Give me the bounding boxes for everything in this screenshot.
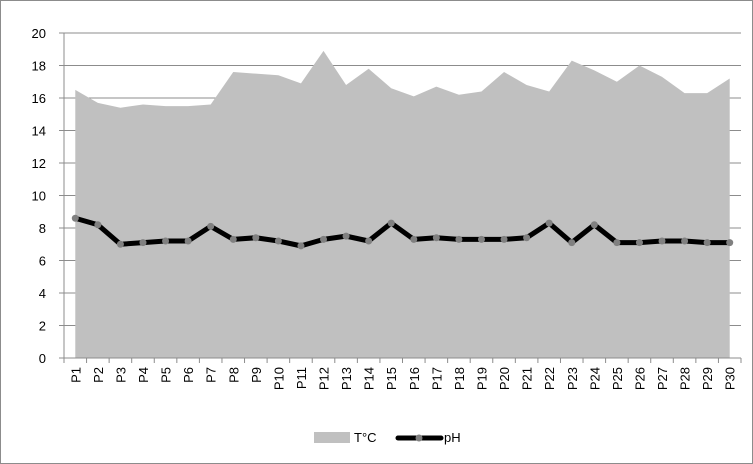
legend-swatch-temperature <box>314 432 350 443</box>
ph-data-point <box>568 239 576 247</box>
y-tick-label: 14 <box>32 124 46 139</box>
ph-data-point <box>545 219 553 227</box>
x-tick-label: P2 <box>91 367 106 383</box>
axes <box>59 32 742 363</box>
x-tick-label: P18 <box>452 367 467 390</box>
ph-data-point <box>71 214 79 222</box>
x-tick-label: P22 <box>542 367 557 390</box>
ph-data-point <box>432 234 440 242</box>
x-tick-label: P1 <box>68 367 83 383</box>
y-tick-label: 4 <box>39 286 46 301</box>
legend: T°C pH <box>314 430 461 445</box>
ph-data-point <box>455 235 463 243</box>
x-tick-label: P29 <box>700 367 715 390</box>
ph-data-point <box>500 235 508 243</box>
ph-data-point <box>320 235 328 243</box>
x-tick-label: P20 <box>497 367 512 390</box>
legend-label-ph: pH <box>444 430 461 445</box>
x-tick-label: P30 <box>723 367 738 390</box>
ph-line-series <box>71 214 734 250</box>
x-tick-label: P5 <box>159 367 174 383</box>
y-tick-label: 16 <box>32 91 46 106</box>
x-tick-label: P25 <box>610 367 625 390</box>
y-tick-label: 8 <box>39 221 46 236</box>
x-tick-label: P10 <box>271 367 286 390</box>
y-tick-label: 20 <box>32 26 46 41</box>
x-tick-label: P7 <box>204 367 219 383</box>
y-tick-label: 2 <box>39 319 46 334</box>
y-tick-label: 6 <box>39 254 46 269</box>
ph-data-point <box>94 221 102 229</box>
x-tick-label: P14 <box>362 367 377 390</box>
ph-data-point <box>477 235 485 243</box>
ph-data-point <box>207 222 215 230</box>
ph-data-point <box>274 237 282 245</box>
x-tick-label: P15 <box>384 367 399 390</box>
ph-data-point <box>162 237 170 245</box>
y-tick-label: 10 <box>32 189 46 204</box>
x-tick-label: P16 <box>407 367 422 390</box>
y-tick-label: 0 <box>39 351 46 366</box>
x-tick-label: P11 <box>294 367 309 389</box>
ph-data-point <box>410 235 418 243</box>
ph-data-point <box>658 237 666 245</box>
ph-data-point <box>184 237 192 245</box>
x-tick-label: P6 <box>181 367 196 383</box>
ph-data-point <box>613 239 621 247</box>
ph-data-point <box>387 219 395 227</box>
x-tick-label: P8 <box>226 367 241 383</box>
x-tick-label: P26 <box>632 367 647 390</box>
x-tick-label: P23 <box>565 367 580 390</box>
temperature-area-series <box>75 50 730 358</box>
x-tick-label: P9 <box>249 367 264 383</box>
ph-data-point <box>726 239 734 247</box>
ph-data-point <box>365 237 373 245</box>
x-tick-label: P4 <box>136 367 151 383</box>
legend-label-temperature: T°C <box>354 430 377 445</box>
ph-data-point <box>252 234 260 242</box>
ph-data-point <box>523 234 531 242</box>
ph-data-point <box>703 239 711 247</box>
y-axis-tick-labels: 0 2 4 6 8 10 12 14 16 18 20 <box>32 26 46 366</box>
y-tick-label: 12 <box>32 156 46 171</box>
x-tick-label: P12 <box>317 367 332 390</box>
legend-swatch-ph-marker <box>415 434 423 442</box>
ph-data-point <box>297 242 305 250</box>
x-tick-label: P19 <box>474 367 489 390</box>
ph-data-point <box>635 239 643 247</box>
ph-data-point <box>229 235 237 243</box>
x-tick-label: P17 <box>429 367 444 390</box>
x-axis-tick-labels: P1 P2 P3 P4 P5 P6 P7 P8 P9 P10 P11 P12 P13 P14 P15 P16 P… <box>68 367 737 390</box>
ph-data-point <box>590 221 598 229</box>
x-tick-label: P13 <box>339 367 354 390</box>
x-tick-label: P3 <box>113 367 128 383</box>
temperature-area <box>75 50 730 358</box>
ph-data-point <box>139 239 147 247</box>
x-tick-label: P24 <box>587 367 602 390</box>
y-tick-label: 18 <box>32 59 46 74</box>
ph-line <box>72 215 733 249</box>
ph-data-point <box>342 232 350 240</box>
ph-data-point <box>681 237 689 245</box>
x-tick-label: P21 <box>520 367 535 390</box>
x-tick-label: P28 <box>678 367 693 390</box>
x-tick-label: P27 <box>655 367 670 390</box>
ph-data-point <box>116 240 124 248</box>
